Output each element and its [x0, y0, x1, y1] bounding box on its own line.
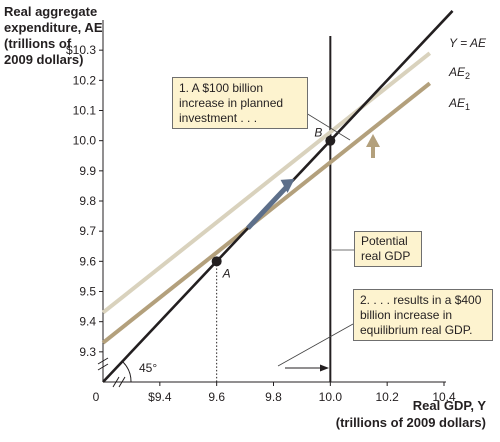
annotation-line: 2. . . . results in a $400 — [360, 293, 482, 307]
equilibrium-arrow-head — [320, 364, 329, 372]
annotation-line: Potential — [361, 234, 408, 248]
y-axis-title-line: Real aggregate — [4, 4, 97, 19]
y-tick-label: 9.8 — [79, 194, 96, 208]
y-tick-label: 9.9 — [79, 164, 96, 178]
series-label: Y = AE — [449, 36, 487, 50]
y-tick-label: 10.2 — [73, 73, 97, 87]
y-tick-label: 9.6 — [79, 254, 96, 268]
series-label: AE1 — [448, 96, 470, 112]
angle-label: 45° — [139, 361, 157, 375]
annotation-line: equilibrium real GDP. — [360, 323, 473, 337]
x-tick-label: 10.4 — [432, 390, 456, 404]
x-tick-label: 10.0 — [319, 390, 343, 404]
y-tick-label: 9.3 — [79, 345, 96, 359]
y-tick-label: $10.3 — [66, 43, 96, 57]
annotation-investment-increase: 1. A $100 billion increase in planned in… — [172, 77, 308, 129]
y-tick-label: 9.5 — [79, 285, 96, 299]
x-tick-label: $9.4 — [148, 390, 172, 404]
series-line-1 — [101, 51, 432, 315]
series-line-2 — [101, 81, 432, 345]
annotation-line: real GDP — [361, 249, 411, 263]
point-label: B — [314, 126, 322, 140]
point-a — [211, 256, 222, 267]
y-tick-label: 10.1 — [73, 104, 97, 118]
angle-arc — [122, 361, 132, 383]
y-axis-title-line: (trillions of — [4, 36, 72, 51]
x-axis-break — [112, 376, 126, 388]
series-label: AE2 — [448, 65, 470, 81]
y-axis-title-line: expenditure, AE — [4, 20, 103, 35]
x-axis-title-line: Real GDP, Y — [413, 398, 487, 413]
annotation-equilibrium-increase: 2. . . . results in a $400 billion incre… — [353, 289, 493, 341]
origin-label: 0 — [93, 390, 100, 404]
annotation-line: billion increase in — [360, 308, 453, 322]
y-tick-label: 9.4 — [79, 315, 96, 329]
annotation-line: 1. A $100 billion — [179, 81, 264, 95]
annotation-line: investment . . . — [179, 111, 258, 125]
x-axis-title-line: (trillions of 2009 dollars) — [336, 415, 486, 430]
line-labels: Y = AE AE2 AE1 — [448, 36, 487, 112]
leader-line-investment — [305, 112, 351, 141]
point-b — [325, 135, 336, 146]
x-tick-label: 9.6 — [208, 390, 225, 404]
y-axis-break — [97, 357, 109, 371]
y-tick-label: 10.0 — [73, 134, 97, 148]
annotation-line: increase in planned — [179, 96, 284, 110]
y-axis-title-line: 2009 dollars) — [4, 52, 84, 67]
x-tick-label: 10.2 — [375, 390, 399, 404]
leader-line-equilibrium — [277, 323, 354, 367]
annotation-potential-gdp: Potential real GDP — [354, 231, 422, 267]
tick-labels: 9.3 9.4 9.5 9.6 9.7 9.8 9.9 10.0 10.1 10.2 $10.3 $9… — [4, 4, 486, 430]
chart-marks: 45° A B — [122, 112, 380, 383]
y-tick-label: 9.7 — [79, 224, 96, 238]
x-tick-label: 9.8 — [265, 390, 282, 404]
movement-arrow-shaft — [246, 185, 289, 230]
point-label: A — [222, 266, 231, 280]
movement-arrow-head — [280, 178, 295, 193]
shift-arrow-head — [366, 134, 380, 147]
